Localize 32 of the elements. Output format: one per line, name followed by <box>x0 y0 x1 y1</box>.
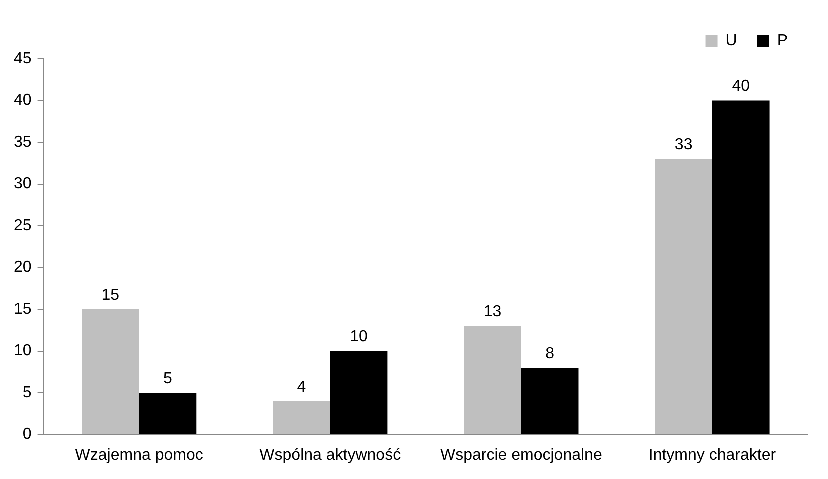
y-tick-label: 10 <box>14 342 32 360</box>
bar <box>273 401 330 434</box>
data-label: 5 <box>164 370 173 388</box>
y-tick-label: 0 <box>22 426 32 444</box>
legend-label: P <box>777 32 788 50</box>
bar <box>712 100 770 434</box>
y-tick-label: 15 <box>14 300 32 318</box>
y-tick-label: 20 <box>14 259 32 276</box>
y-tick-label: 30 <box>14 176 32 193</box>
bar <box>655 159 712 434</box>
x-tick-label: Wspólna aktywność <box>260 446 402 464</box>
x-tick-label: Wzajemna pomoc <box>75 446 204 464</box>
legend-label: U <box>726 32 738 50</box>
bar <box>139 393 197 434</box>
bar <box>330 351 388 434</box>
x-tick-label: Intymny charakter <box>648 446 777 464</box>
bar <box>521 368 579 434</box>
bar <box>82 310 140 434</box>
x-tick-label: Wsparcie emocjonalne <box>440 446 602 464</box>
data-label: 15 <box>102 286 120 304</box>
y-tick-label: 40 <box>14 92 32 110</box>
bar <box>464 326 522 434</box>
y-tick-label: 5 <box>22 384 32 402</box>
data-label: 8 <box>546 345 555 362</box>
data-label: 33 <box>674 136 693 154</box>
data-label: 40 <box>732 78 750 96</box>
data-label: 4 <box>297 378 306 396</box>
y-tick-label: 35 <box>14 134 32 151</box>
data-label: 13 <box>484 304 502 321</box>
y-tick-label: 25 <box>14 217 32 234</box>
data-label: 10 <box>350 328 368 346</box>
y-tick-label: 45 <box>14 50 32 68</box>
